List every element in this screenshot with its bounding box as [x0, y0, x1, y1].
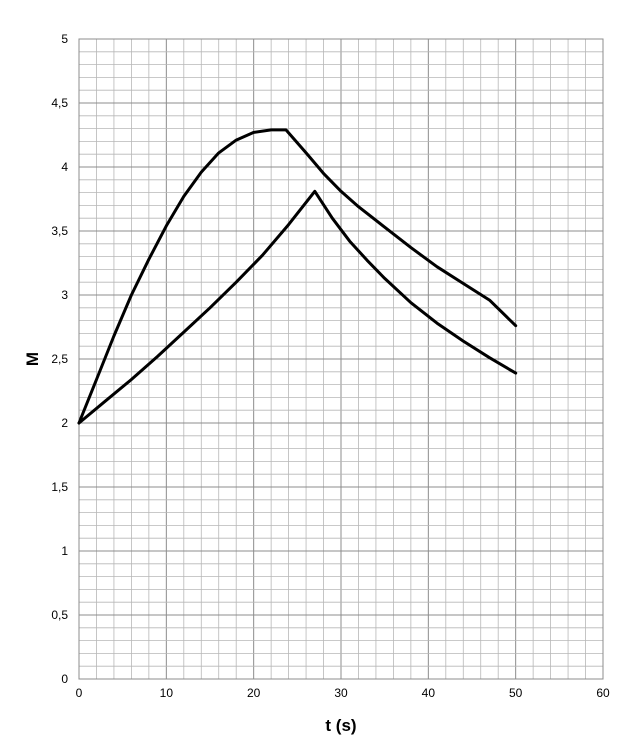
x-axis-title: t (s) — [325, 716, 356, 735]
x-tick-label: 40 — [422, 686, 436, 700]
y-tick-label: 4 — [61, 160, 68, 174]
plot-frame — [78, 38, 604, 680]
x-tick-label: 0 — [76, 686, 83, 700]
x-tick-labels: 0 10 20 30 40 50 60 — [76, 686, 610, 700]
x-tick-label: 60 — [596, 686, 610, 700]
x-tick-label: 50 — [509, 686, 523, 700]
y-tick-label: 2 — [61, 416, 68, 430]
y-tick-label: 0,5 — [51, 608, 68, 622]
series-line-2 — [77, 189, 518, 425]
x-tick-label: 30 — [334, 686, 348, 700]
series-layer — [77, 128, 518, 425]
y-tick-labels: 0 0,5 1 1,5 2 2,5 3 3,5 4 4,5 5 — [51, 32, 68, 686]
y-tick-label: 2,5 — [51, 352, 68, 366]
y-tick-label: 1 — [61, 544, 68, 558]
y-tick-label: 0 — [61, 672, 68, 686]
series-line-1 — [77, 128, 518, 425]
y-tick-label: 5 — [61, 32, 68, 46]
x-tick-label: 20 — [247, 686, 261, 700]
y-tick-label: 3,5 — [51, 224, 68, 238]
x-tick-label: 10 — [160, 686, 174, 700]
y-tick-label: 3 — [61, 288, 68, 302]
grid — [78, 38, 604, 680]
y-tick-label: 1,5 — [51, 480, 68, 494]
y-axis-title: M — [23, 352, 42, 366]
y-tick-label: 4,5 — [51, 96, 68, 110]
